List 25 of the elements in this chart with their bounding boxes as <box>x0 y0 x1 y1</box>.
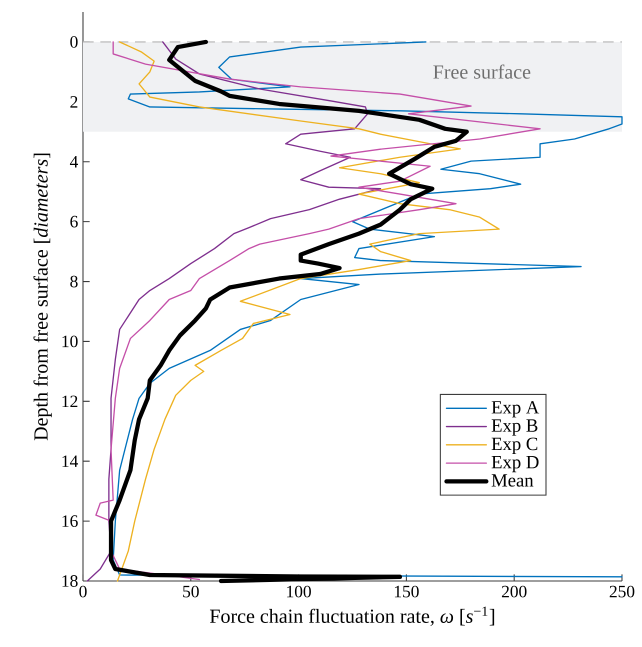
x-axis-title: Force chain fluctuation rate, ω [s$^{−1}$] <box>210 606 494 626</box>
y-tick-label: 8 <box>70 276 78 288</box>
x-tick-label: 250 <box>610 586 634 598</box>
y-axis-title: Depth from free surface [diameters] <box>33 154 52 440</box>
legend-label: Exp B <box>492 419 538 436</box>
y-tick-label: 2 <box>70 96 78 108</box>
y-tick-label: 14 <box>62 456 78 467</box>
legend-label: Exp D <box>492 456 539 472</box>
legend-label: Exp C <box>492 438 538 454</box>
x-tick-label: 100 <box>287 586 311 598</box>
x-tick-label: 0 <box>79 586 87 598</box>
x-tick-label: 150 <box>394 586 419 598</box>
y-tick-label: 6 <box>70 216 78 228</box>
legend-label: Mean <box>492 474 534 487</box>
y-tick-label: 16 <box>62 515 78 527</box>
y-tick-label: 0 <box>70 36 78 48</box>
y-tick-label: 12 <box>62 396 78 408</box>
y-tick-label: 18 <box>62 575 78 587</box>
x-tick-label: 50 <box>183 586 199 598</box>
y-tick-label: 4 <box>70 156 78 168</box>
band-label: Free surface <box>433 64 530 79</box>
y-tick-label: 10 <box>62 336 78 348</box>
line-series <box>86 41 382 582</box>
legend-label: Exp A <box>492 401 540 418</box>
x-tick-label: 200 <box>502 586 527 598</box>
